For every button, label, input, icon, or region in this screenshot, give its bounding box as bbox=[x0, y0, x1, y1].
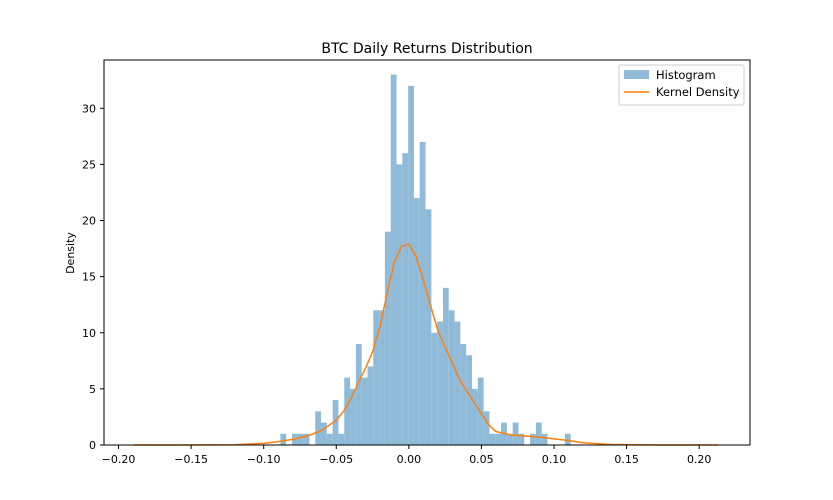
x-tick-label: −0.20 bbox=[102, 453, 136, 466]
y-tick-label: 0 bbox=[89, 439, 96, 452]
histogram-bar bbox=[367, 366, 374, 445]
histogram-bar bbox=[413, 198, 420, 445]
histogram-bar bbox=[460, 343, 467, 445]
histogram-bar bbox=[483, 411, 490, 445]
histogram-bar bbox=[512, 422, 519, 445]
y-tick-label: 5 bbox=[89, 383, 96, 396]
kde-line-layer bbox=[133, 243, 719, 446]
histogram-bar bbox=[442, 287, 449, 445]
histogram-bar bbox=[361, 377, 368, 445]
histogram-bar bbox=[390, 74, 397, 445]
histogram-bar bbox=[535, 422, 542, 445]
histogram-bar bbox=[489, 433, 496, 445]
histogram-bar bbox=[437, 321, 443, 445]
histogram-bar bbox=[518, 433, 525, 445]
histogram-bar bbox=[495, 433, 502, 445]
histogram-bar bbox=[355, 343, 362, 445]
x-tick-label: −0.05 bbox=[319, 453, 353, 466]
y-axis-label: Density bbox=[64, 232, 77, 274]
histogram-bar bbox=[384, 231, 391, 445]
histogram-bar bbox=[297, 433, 304, 445]
histogram-bar bbox=[315, 411, 322, 445]
histogram-bar bbox=[431, 332, 438, 445]
histogram-bar bbox=[321, 422, 327, 445]
histogram-bar bbox=[506, 433, 513, 445]
legend-histogram-label: Histogram bbox=[656, 68, 716, 82]
plot-frame bbox=[103, 59, 751, 446]
x-tick-label: 0.20 bbox=[687, 453, 712, 466]
histogram-bar bbox=[332, 400, 339, 445]
histogram-bar bbox=[419, 141, 426, 445]
legend-box bbox=[618, 64, 745, 106]
y-tick-label: 20 bbox=[82, 215, 96, 228]
histogram-bar bbox=[472, 388, 478, 445]
histogram-bar bbox=[373, 310, 380, 445]
histogram-bar bbox=[425, 209, 432, 445]
x-tick-label: 0.15 bbox=[614, 453, 639, 466]
histogram-bar bbox=[350, 388, 356, 445]
x-tick-label: 0.00 bbox=[397, 453, 422, 466]
y-tick-label: 30 bbox=[82, 102, 96, 115]
legend-kde-label: Kernel Density bbox=[656, 85, 740, 99]
legend: Histogram Kernel Density bbox=[618, 64, 745, 106]
histogram-bar bbox=[541, 433, 548, 445]
x-tick-label: −0.15 bbox=[174, 453, 208, 466]
histogram-bar bbox=[530, 433, 536, 445]
histogram-bar bbox=[338, 433, 345, 445]
y-tick-label: 10 bbox=[82, 327, 96, 340]
histogram-bar bbox=[466, 355, 473, 445]
histogram-bar bbox=[344, 377, 351, 445]
x-tick-label: 0.10 bbox=[542, 453, 567, 466]
x-axis: −0.20 −0.15 −0.10 −0.05 0.00 0.05 0.10 0.15 0.20 bbox=[102, 445, 712, 466]
chart-title: BTC Daily Returns Distribution bbox=[321, 41, 532, 57]
histogram-bar bbox=[379, 310, 385, 445]
y-axis: 0 5 10 15 20 25 30 bbox=[82, 102, 104, 452]
histogram-bar bbox=[402, 153, 409, 445]
histogram-bar bbox=[303, 433, 310, 445]
x-tick-label: 0.05 bbox=[469, 453, 494, 466]
histogram-bar bbox=[454, 321, 461, 445]
histogram-bar bbox=[280, 433, 287, 445]
y-tick-label: 15 bbox=[82, 271, 96, 284]
legend-histogram-swatch bbox=[624, 70, 649, 79]
y-tick-label: 25 bbox=[82, 158, 96, 171]
kde-line bbox=[133, 243, 719, 446]
x-tick-label: −0.10 bbox=[247, 453, 281, 466]
histogram-bar bbox=[564, 433, 571, 445]
histogram-bar bbox=[396, 164, 403, 445]
histogram-bar bbox=[448, 310, 455, 445]
histogram-bar bbox=[408, 85, 414, 445]
histogram-bar bbox=[326, 433, 333, 445]
